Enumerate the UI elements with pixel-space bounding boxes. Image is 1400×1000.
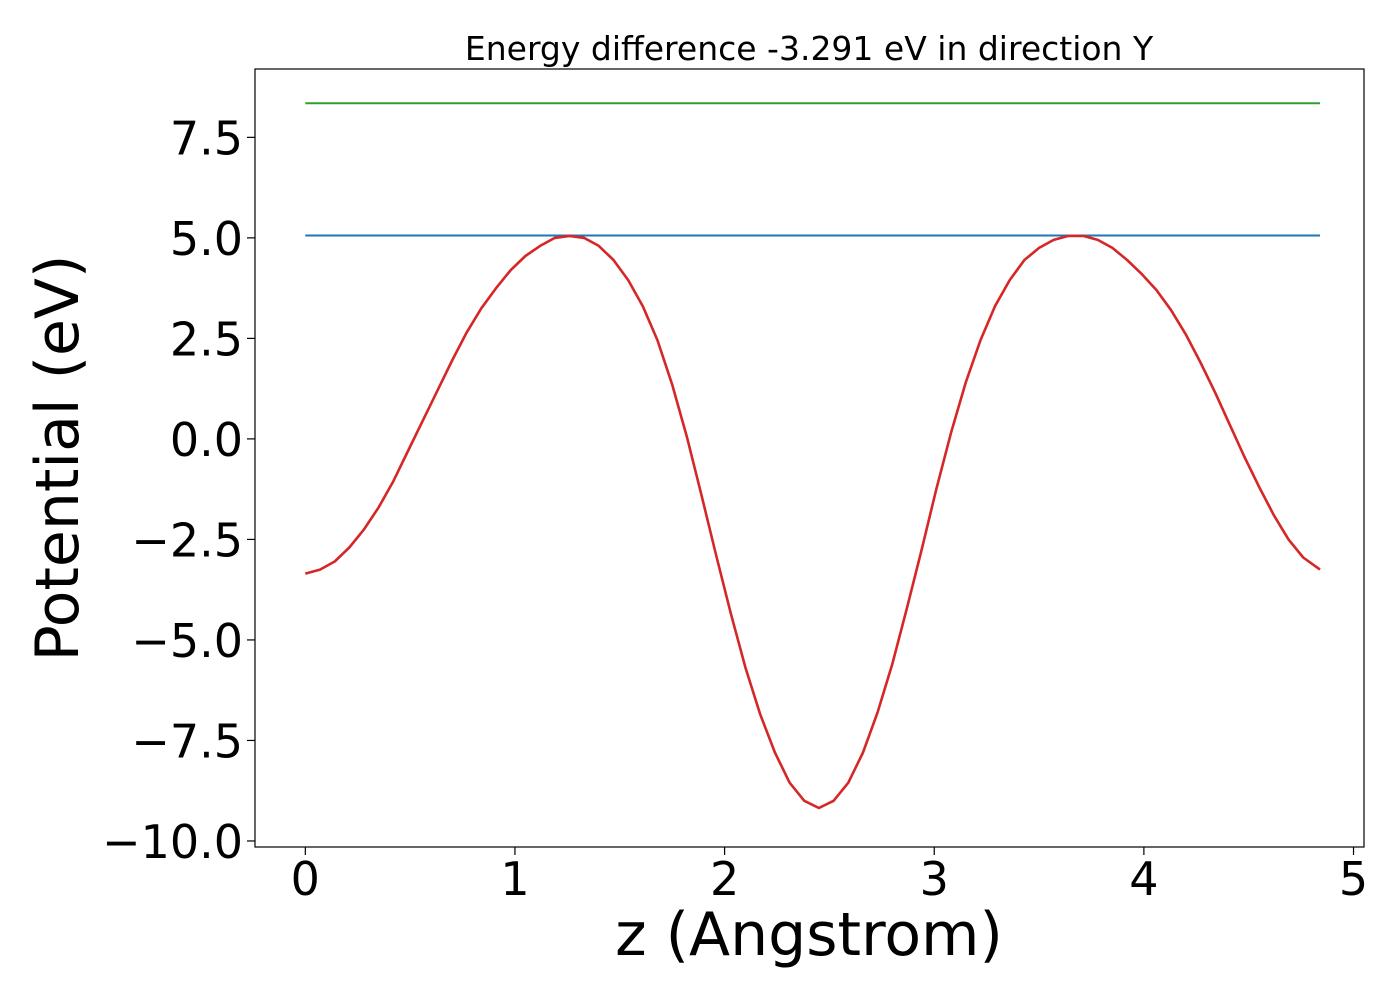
y-tick-label: −5.0 [131,614,243,668]
y-tick-label: −10.0 [102,815,243,869]
x-tick-label: 5 [1339,852,1368,906]
ticks-layer: 0 1 2 3 4 5 7.5 5.0 2.5 0.0 −2.5 −5.0 −7.5 −10.0 [102,111,1368,906]
y-axis-label: Potential (eV) [23,255,93,662]
x-tick-label: 0 [291,852,320,906]
y-tick-label: −2.5 [131,513,243,567]
y-tick-label: 7.5 [170,111,243,165]
x-tick-label: 2 [710,852,739,906]
y-tick-label: 2.5 [170,312,243,366]
x-tick-label: 1 [500,852,529,906]
y-tick-label: 0.0 [170,413,243,467]
x-tick-label: 4 [1129,852,1158,906]
x-axis-label: z (Angstrom) [615,900,1003,970]
y-tick-label: 5.0 [170,212,243,266]
series-layer [304,102,1321,810]
plot-frame [254,68,1365,848]
series-line-3 [304,234,1321,810]
x-tick-label: 3 [920,852,949,906]
chart-title: Energy difference -3.291 eV in direction… [465,29,1154,68]
y-tick-label: −7.5 [131,714,243,768]
